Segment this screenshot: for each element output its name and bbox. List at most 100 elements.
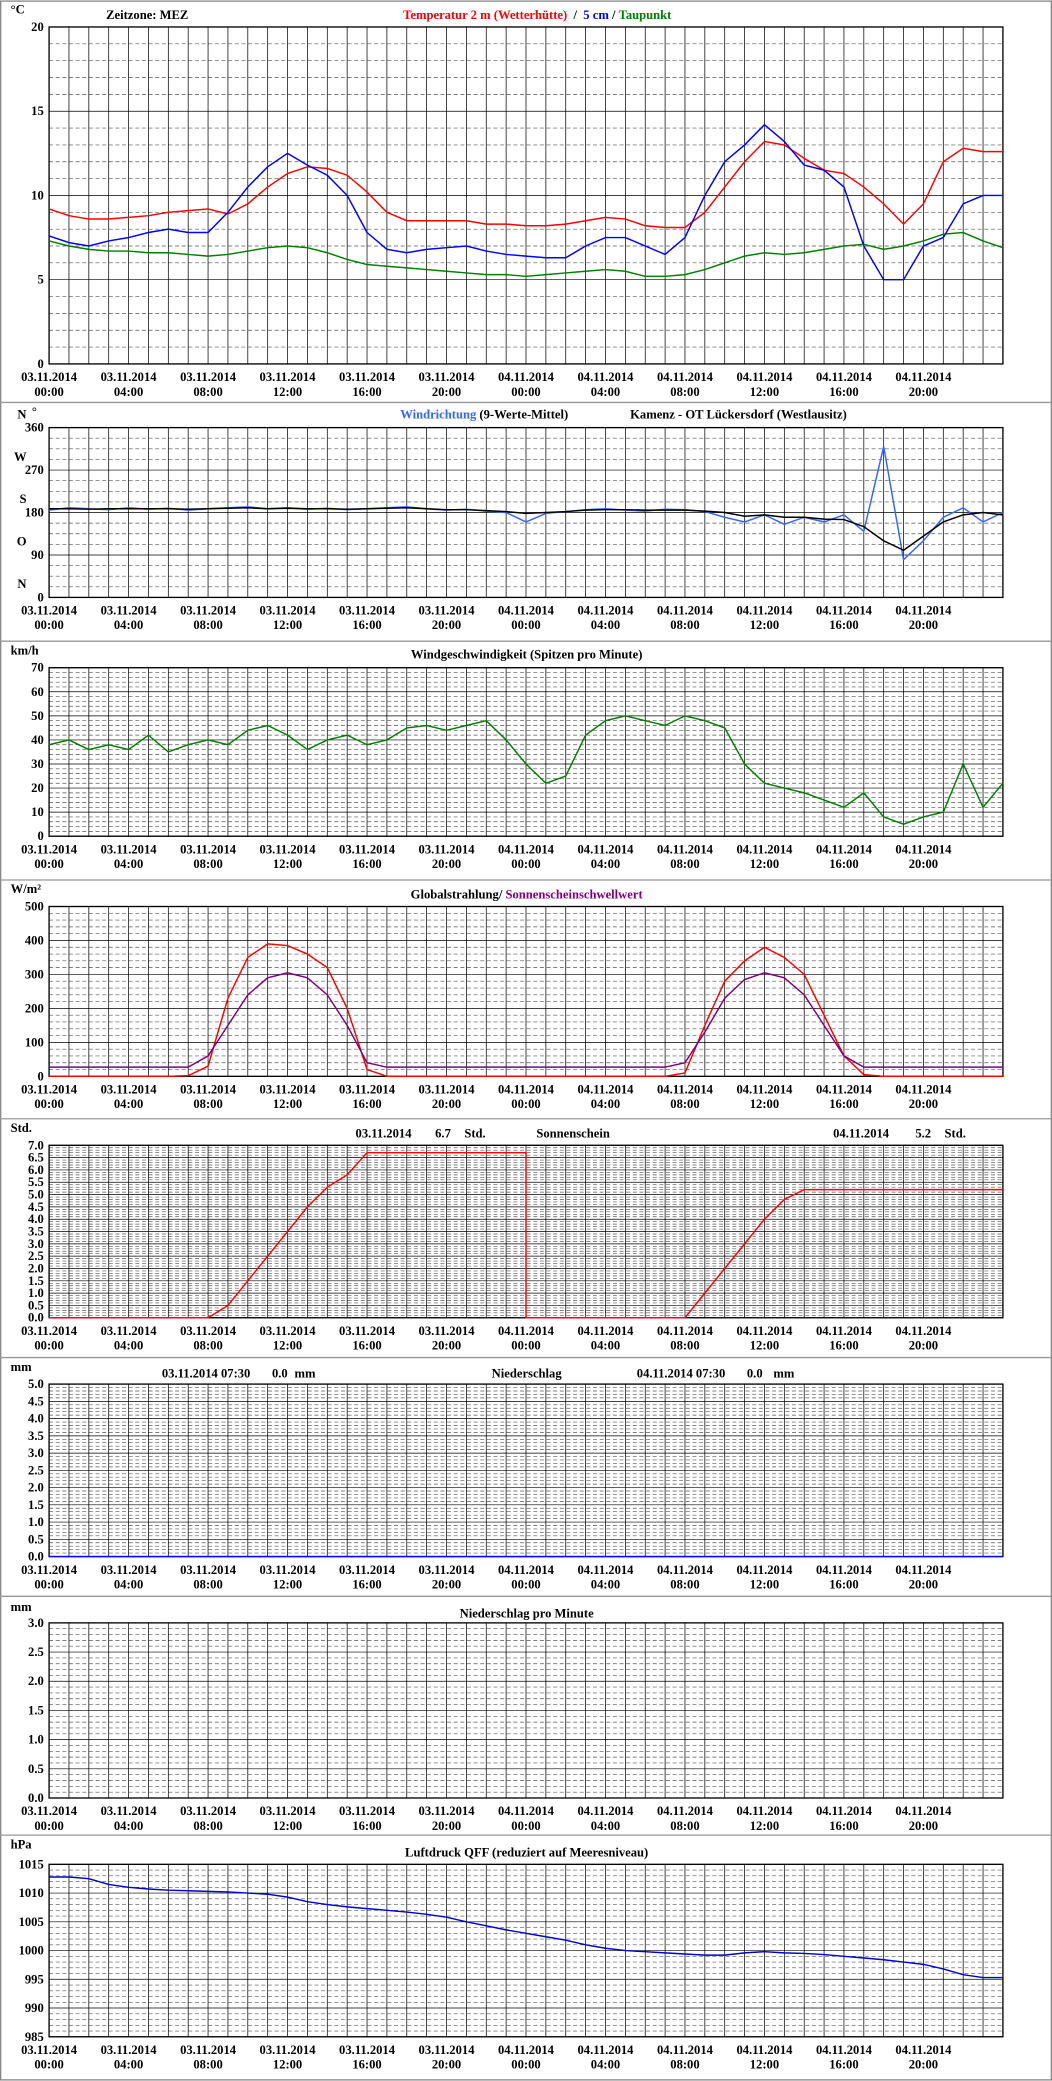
y-tick-label: 2.5 xyxy=(28,1249,44,1263)
x-tick-label: 04:00 xyxy=(114,1097,143,1111)
x-tick-label: 00:00 xyxy=(511,1339,540,1353)
x-tick-date: 04.11.2014 xyxy=(736,1083,793,1097)
y-tick-label: 1.5 xyxy=(28,1274,44,1288)
y-tick-label: 90 xyxy=(31,548,44,562)
y-tick-label: 20 xyxy=(31,781,44,795)
x-tick-date: 03.11.2014 xyxy=(260,370,317,384)
y-tick-label: 1.0 xyxy=(28,1733,44,1747)
series-line xyxy=(49,971,1003,1068)
x-tick-label: 04:00 xyxy=(114,1819,143,1833)
y-tick-label: 1.5 xyxy=(28,1498,44,1512)
y-tick-label: 2.0 xyxy=(28,1261,44,1275)
y-tick-label: 1.5 xyxy=(28,1703,44,1717)
x-tick-label: 16:00 xyxy=(829,1097,858,1111)
title-part: Temperatur 2 m (Wetterhütte) xyxy=(403,8,567,22)
x-tick-label: 04:00 xyxy=(591,385,620,399)
x-tick-label: 12:00 xyxy=(273,1339,302,1353)
x-tick-date: 04.11.2014 xyxy=(498,1804,555,1818)
x-tick-label: 00:00 xyxy=(511,1819,540,1833)
x-tick-date: 04.11.2014 xyxy=(816,604,873,618)
x-tick-date: 03.11.2014 xyxy=(101,2043,158,2057)
x-tick-label: 16:00 xyxy=(352,618,381,632)
y-tick-label: 6.0 xyxy=(28,1163,44,1177)
title-part: (9-Werte-Mittel) xyxy=(476,407,568,421)
x-tick-date: 04.11.2014 xyxy=(498,1324,555,1338)
y-axis-unit: mm xyxy=(11,1360,32,1374)
y-tick-label: 2.5 xyxy=(28,1645,44,1659)
y-tick-label: 0 xyxy=(37,590,43,604)
y-tick-label: 4.0 xyxy=(28,1412,44,1426)
y-tick-label: 0.5 xyxy=(28,1762,44,1776)
x-tick-date: 03.11.2014 xyxy=(180,1804,237,1818)
x-tick-date: 04.11.2014 xyxy=(657,842,714,856)
x-tick-date: 04.11.2014 xyxy=(657,2043,714,2057)
x-tick-label: 12:00 xyxy=(750,618,779,632)
y-tick-label: 5.0 xyxy=(28,1377,44,1391)
annotation: 6.7 xyxy=(435,1126,451,1140)
y-axis-unit: W/m² xyxy=(11,882,42,896)
series-line xyxy=(49,507,1004,552)
y-tick-label: 4.0 xyxy=(28,1212,44,1226)
x-tick-label: 20:00 xyxy=(432,857,461,871)
y-tick-label: 400 xyxy=(25,933,44,947)
x-tick-label: 08:00 xyxy=(193,1097,222,1111)
series-line xyxy=(48,140,1003,229)
y-axis-unit: °C xyxy=(11,3,25,17)
x-tick-label: 16:00 xyxy=(352,1819,381,1833)
x-tick-label: 20:00 xyxy=(909,385,938,399)
x-tick-date: 04.11.2014 xyxy=(577,2043,634,2057)
x-tick-label: 04:00 xyxy=(591,1819,620,1833)
x-tick-date: 03.11.2014 xyxy=(180,1324,237,1338)
x-tick-label: 08:00 xyxy=(670,2058,699,2072)
chart-title: Sonnenschein xyxy=(536,1126,610,1140)
x-tick-date: 03.11.2014 xyxy=(101,1083,158,1097)
x-tick-label: 00:00 xyxy=(34,2058,63,2072)
x-tick-date: 03.11.2014 xyxy=(21,370,78,384)
series-line xyxy=(49,1876,1003,1979)
y-tick-label: 10 xyxy=(31,188,44,202)
x-tick-date: 04.11.2014 xyxy=(498,1563,555,1577)
x-tick-label: 16:00 xyxy=(829,1819,858,1833)
x-tick-label: 08:00 xyxy=(193,385,222,399)
y-tick-label: 300 xyxy=(25,967,44,981)
x-tick-date: 03.11.2014 xyxy=(339,1324,396,1338)
chart-title: Niederschlag pro Minute xyxy=(460,1607,595,1621)
x-tick-date: 03.11.2014 xyxy=(419,1083,476,1097)
x-tick-label: 00:00 xyxy=(34,1819,63,1833)
title-part: Windrichtung xyxy=(400,407,477,421)
x-tick-date: 03.11.2014 xyxy=(21,1083,78,1097)
y-tick-label: 985 xyxy=(25,2030,44,2044)
x-tick-label: 16:00 xyxy=(352,1097,381,1111)
x-tick-label: 00:00 xyxy=(511,618,540,632)
x-tick-label: 00:00 xyxy=(511,857,540,871)
x-tick-date: 04.11.2014 xyxy=(498,842,555,856)
y-tick-label: 6.5 xyxy=(28,1151,44,1165)
x-tick-date: 03.11.2014 xyxy=(260,2043,317,2057)
x-tick-label: 20:00 xyxy=(909,618,938,632)
y-tick-label: 2.0 xyxy=(28,1481,44,1495)
y-tick-label: 995 xyxy=(25,1972,44,1986)
x-tick-date: 04.11.2014 xyxy=(816,1804,873,1818)
annotation: Kamenz - OT Lückersdorf (Westlausitz) xyxy=(630,407,847,421)
annotation: Std. xyxy=(945,1126,966,1140)
panel: 0.00.51.01.52.02.53.003.11.201400:0003.1… xyxy=(0,1595,1052,1833)
x-tick-label: 00:00 xyxy=(34,1577,63,1591)
annotation: 03.11.2014 xyxy=(356,1126,413,1140)
x-tick-date: 03.11.2014 xyxy=(339,1804,396,1818)
title-part: Windgeschwindigkeit (Spitzen pro Minute) xyxy=(411,647,643,661)
chart-title: Luftdruck QFF (reduziert auf Meeresnivea… xyxy=(405,1845,648,1859)
title-part: Luftdruck QFF (reduziert auf Meeresnivea… xyxy=(405,1845,648,1859)
x-tick-label: 20:00 xyxy=(432,1819,461,1833)
x-tick-label: 08:00 xyxy=(670,618,699,632)
y-tick-label: 5.5 xyxy=(28,1175,44,1189)
title-part: Niederschlag pro Minute xyxy=(460,1607,595,1621)
panel: 010020030040050003.11.201400:0003.11.201… xyxy=(0,879,1052,1111)
y-tick-label: 0 xyxy=(37,357,43,371)
y-tick-label: 180 xyxy=(25,505,44,519)
x-tick-label: 20:00 xyxy=(432,2058,461,2072)
y-tick-label: 0 xyxy=(37,1069,43,1083)
x-tick-date: 03.11.2014 xyxy=(180,1563,237,1577)
x-tick-date: 04.11.2014 xyxy=(736,1563,793,1577)
title-part: Taupunkt xyxy=(619,8,673,22)
x-tick-label: 12:00 xyxy=(750,1577,779,1591)
